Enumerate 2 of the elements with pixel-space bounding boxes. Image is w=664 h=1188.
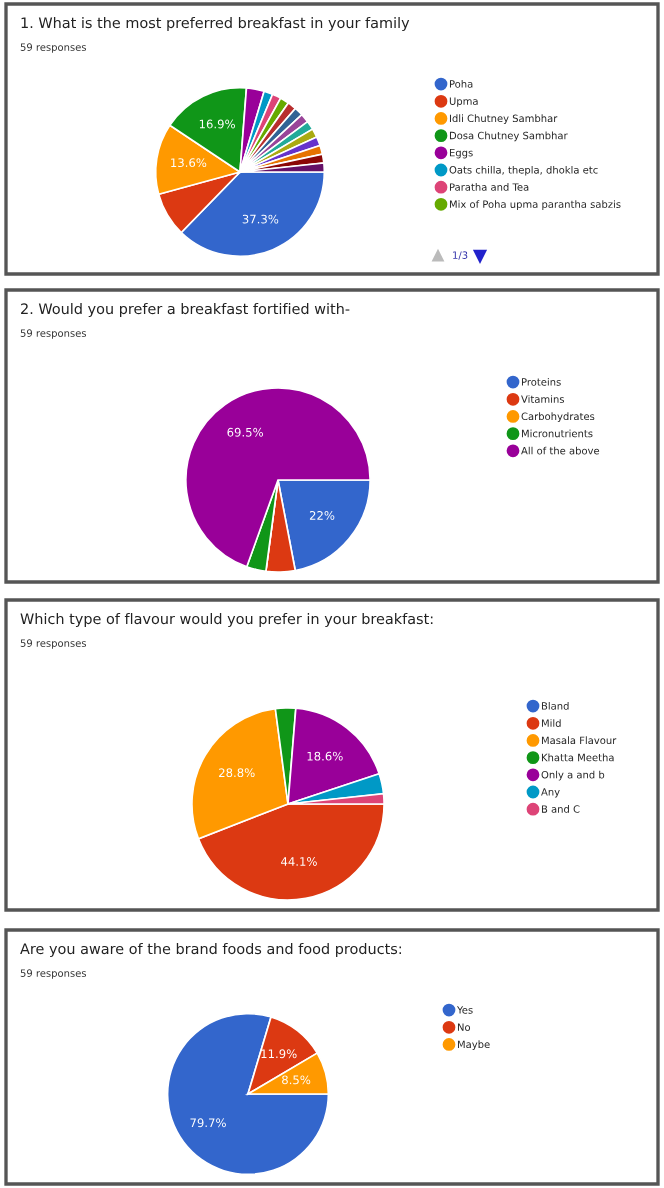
pie-slice	[185, 387, 371, 568]
pie-slice	[166, 1012, 330, 1176]
